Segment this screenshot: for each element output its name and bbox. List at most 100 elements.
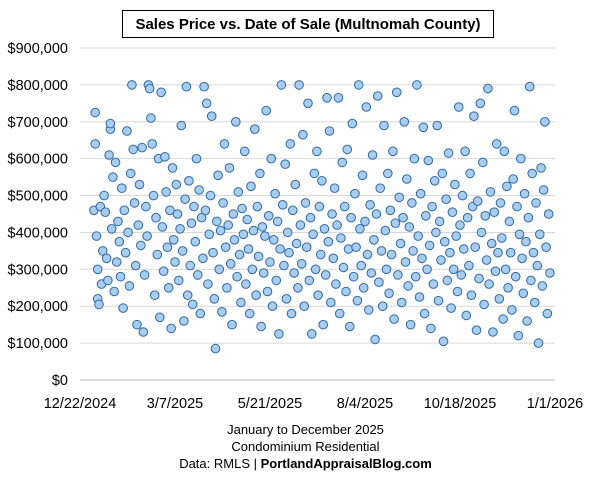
data-point (162, 242, 173, 252)
data-point (220, 242, 231, 252)
data-point (355, 224, 365, 234)
data-point (353, 80, 364, 90)
data-point (337, 157, 348, 168)
data-point (315, 249, 326, 260)
data-point (505, 247, 516, 258)
data-point (252, 201, 263, 212)
data-point (479, 299, 489, 310)
data-point (182, 290, 193, 301)
data-point (455, 220, 465, 230)
data-point (396, 297, 407, 308)
data-point (189, 201, 199, 212)
data-point (149, 290, 160, 301)
data-point (471, 325, 482, 336)
y-tick-label: $600,000 (8, 152, 68, 168)
data-point (117, 183, 127, 193)
data-point (309, 168, 320, 179)
data-point (108, 172, 118, 182)
data-point (219, 139, 230, 149)
data-point (176, 120, 187, 131)
data-point (540, 117, 550, 127)
data-point (227, 319, 237, 330)
data-point (113, 216, 123, 227)
data-point (398, 212, 408, 223)
data-point (522, 316, 532, 326)
data-point (298, 129, 308, 140)
data-point (151, 212, 161, 223)
data-point (103, 275, 113, 286)
data-point (510, 271, 521, 282)
data-point (508, 174, 519, 184)
data-point (222, 283, 232, 293)
data-point (244, 308, 255, 319)
data-point (529, 297, 540, 308)
data-point (414, 292, 425, 302)
data-point (203, 279, 213, 289)
data-point (109, 286, 119, 297)
data-point (481, 255, 492, 265)
data-point (119, 205, 130, 216)
data-point (274, 329, 284, 339)
data-point (386, 249, 397, 260)
data-point (139, 270, 150, 280)
data-point (301, 242, 312, 252)
data-point (528, 247, 539, 258)
data-point (304, 275, 315, 286)
data-point (451, 231, 462, 241)
data-point (98, 246, 108, 256)
data-point (434, 216, 445, 227)
data-point (250, 124, 260, 134)
data-point (426, 323, 436, 334)
data-point (334, 308, 345, 319)
data-point (118, 303, 128, 313)
data-point (452, 286, 463, 297)
data-point (90, 107, 100, 118)
data-point (218, 198, 228, 208)
data-point (289, 268, 299, 278)
data-point (488, 327, 498, 337)
data-point (313, 290, 323, 301)
data-point (445, 247, 455, 258)
data-point (493, 247, 503, 258)
y-tick-label: $0 (52, 373, 68, 389)
data-point (200, 205, 211, 216)
data-point (144, 83, 155, 94)
data-point (196, 212, 207, 223)
data-point (163, 283, 174, 293)
data-point (358, 283, 369, 293)
data-point (432, 120, 443, 131)
data-point (497, 233, 507, 243)
data-point (389, 314, 399, 324)
data-point (476, 227, 487, 238)
data-point (167, 163, 178, 173)
data-point (319, 224, 330, 234)
data-point (339, 201, 350, 212)
data-point (431, 227, 441, 238)
data-point (232, 271, 242, 282)
data-point (290, 179, 301, 190)
chart-title: Sales Price vs. Date of Sale (Multnomah … (135, 15, 481, 33)
data-point (428, 279, 439, 289)
data-point (115, 271, 126, 282)
data-point (124, 281, 135, 291)
data-point (193, 270, 203, 280)
data-point (345, 321, 355, 332)
data-point (412, 80, 422, 90)
data-point (172, 209, 183, 219)
data-point (195, 308, 206, 319)
data-point (285, 139, 296, 149)
data-point (526, 275, 536, 286)
data-point (466, 290, 477, 301)
data-point (161, 187, 171, 197)
data-point (323, 236, 334, 247)
data-point (465, 168, 475, 179)
data-point (223, 220, 233, 230)
data-point (214, 264, 225, 275)
data-point (336, 233, 346, 243)
data-point (208, 247, 218, 258)
data-point (105, 118, 116, 129)
data-point (527, 168, 538, 179)
data-point (326, 297, 336, 308)
data-point (314, 201, 325, 212)
data-point (485, 187, 496, 197)
